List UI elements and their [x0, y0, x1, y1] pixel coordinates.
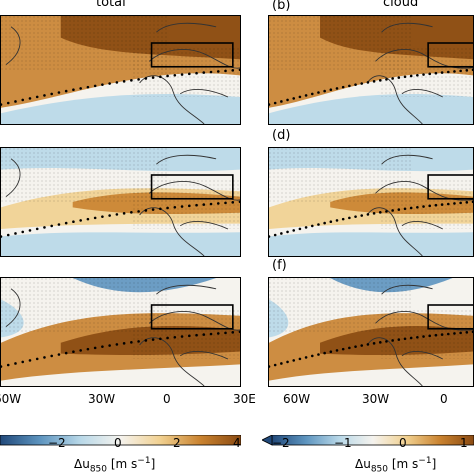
colorbar-total	[0, 435, 241, 446]
xtick-left-30w: 30W	[88, 392, 116, 406]
colorbar-label-cloud: Δu850 [m s−1]	[355, 456, 437, 474]
map-panel-total-row1	[0, 15, 241, 125]
panel-label-f: (f)	[272, 258, 287, 273]
cbar-right-tick-m1: −1	[334, 436, 352, 450]
cbar-left-tick-m2: −2	[48, 436, 66, 450]
column-title-total: total	[96, 0, 126, 10]
map-panel-total-row2	[0, 147, 241, 257]
xtick-left-30e: 30E	[233, 392, 256, 406]
map-panel-cloud-row1	[268, 15, 474, 125]
map-panel-total-row3	[0, 277, 241, 387]
cbar-left-tick-0: 0	[114, 436, 122, 450]
colorbar-cloud	[262, 435, 474, 446]
xtick-right-30w: 30W	[362, 392, 390, 406]
column-title-cloud: cloud	[383, 0, 419, 10]
colorbar-label-total: Δu850 [m s−1]	[74, 456, 156, 474]
map-panel-cloud-row3	[268, 277, 474, 387]
xtick-left-0: 0	[163, 392, 171, 406]
map-panel-cloud-row2	[268, 147, 474, 257]
cbar-right-tick-m2: −2	[272, 436, 290, 450]
cbar-right-tick-0: 0	[399, 436, 407, 450]
panel-label-b: (b)	[272, 0, 291, 13]
cbar-right-tick-1: 1	[460, 436, 468, 450]
cbar-left-tick-2: 2	[173, 436, 181, 450]
xtick-left-60w: 60W	[0, 392, 22, 406]
cbar-left-tick-4: 4	[233, 436, 241, 450]
panel-label-d: (d)	[272, 128, 291, 143]
xtick-right-60w: 60W	[283, 392, 311, 406]
xtick-right-0: 0	[440, 392, 448, 406]
